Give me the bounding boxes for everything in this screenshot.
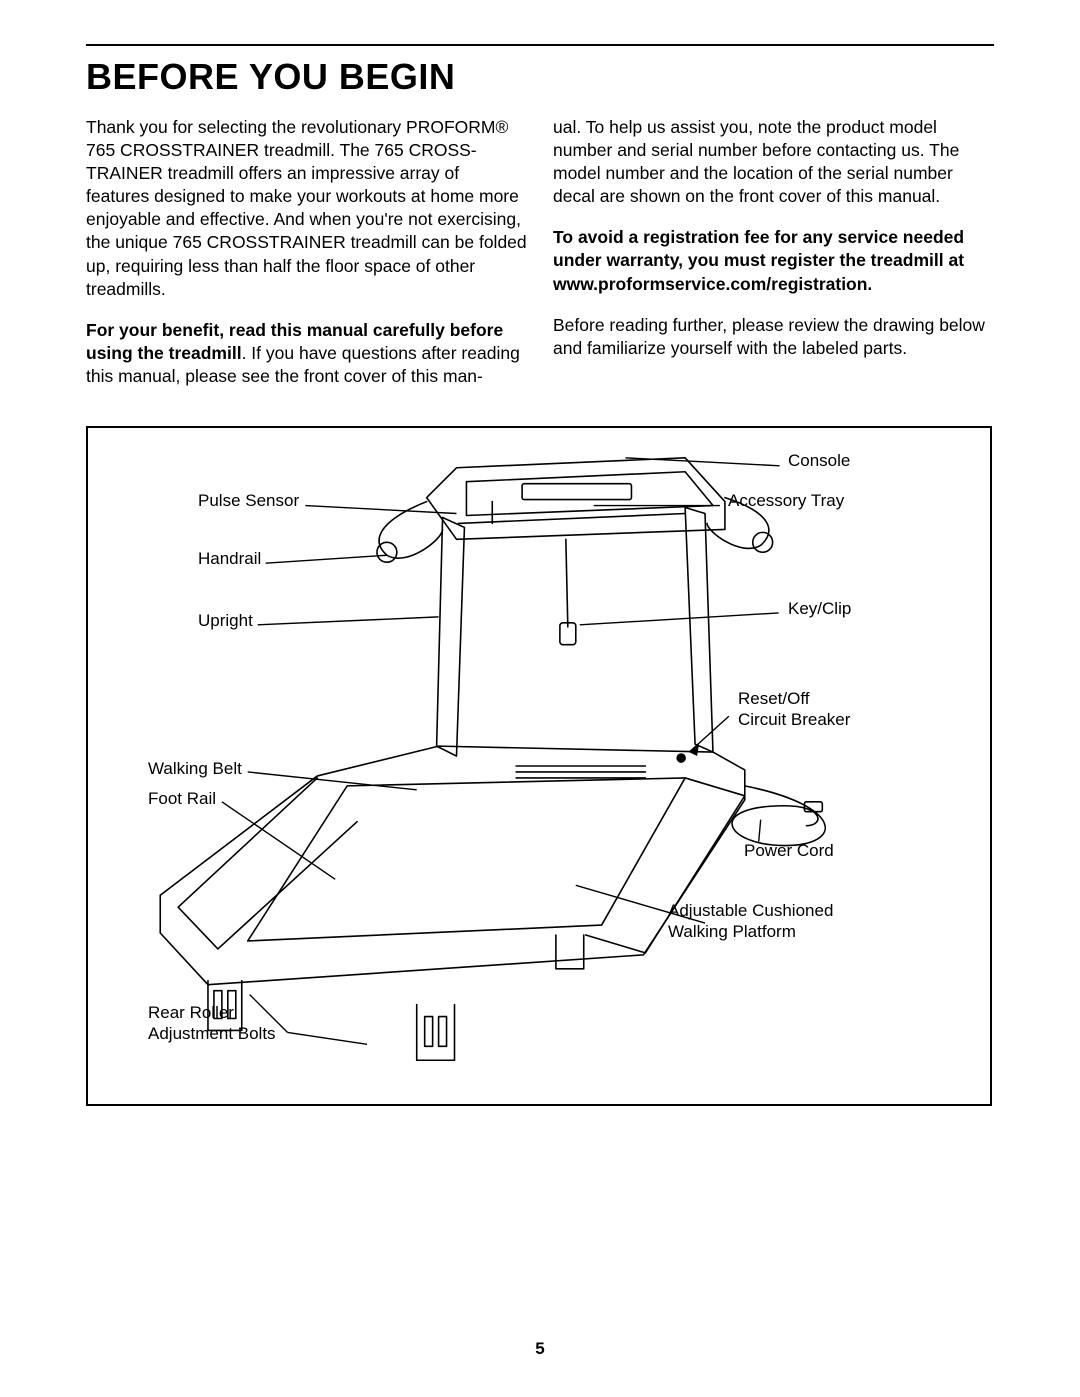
label-cushion-platform: Adjustable Cushioned Walking Platform xyxy=(668,900,833,943)
paragraph: Thank you for selecting the revolutionar… xyxy=(86,116,527,301)
manual-page: BEFORE YOU BEGIN Thank you for selecting… xyxy=(0,0,1080,1397)
parts-diagram: Pulse Sensor Handrail Upright Walking Be… xyxy=(86,426,992,1106)
label-reset-off: Reset/Off Circuit Breaker xyxy=(738,688,850,731)
body-columns: Thank you for selecting the revolutionar… xyxy=(86,116,994,406)
label-walking-belt: Walking Belt xyxy=(148,758,242,779)
column-right: ual. To help us assist you, note the pro… xyxy=(553,116,994,406)
top-rule xyxy=(86,44,994,46)
paragraph: For your benefit, read this manual caref… xyxy=(86,319,527,388)
label-pulse-sensor: Pulse Sensor xyxy=(198,490,299,511)
label-accessory-tray: Accessory Tray xyxy=(728,490,844,511)
paragraph: ual. To help us assist you, note the pro… xyxy=(553,116,994,208)
column-left: Thank you for selecting the revolutionar… xyxy=(86,116,527,406)
label-rear-roller: Rear Roller Adjustment Bolts xyxy=(148,1002,276,1045)
page-title: BEFORE YOU BEGIN xyxy=(86,56,994,98)
paragraph-bold: To avoid a registration fee for any serv… xyxy=(553,226,994,295)
paragraph: Before reading further, please review th… xyxy=(553,314,994,360)
page-number: 5 xyxy=(0,1339,1080,1359)
label-power-cord: Power Cord xyxy=(744,840,834,861)
label-upright: Upright xyxy=(198,610,253,631)
label-key-clip: Key/Clip xyxy=(788,598,851,619)
label-handrail: Handrail xyxy=(198,548,261,569)
label-console: Console xyxy=(788,450,850,471)
label-foot-rail: Foot Rail xyxy=(148,788,216,809)
